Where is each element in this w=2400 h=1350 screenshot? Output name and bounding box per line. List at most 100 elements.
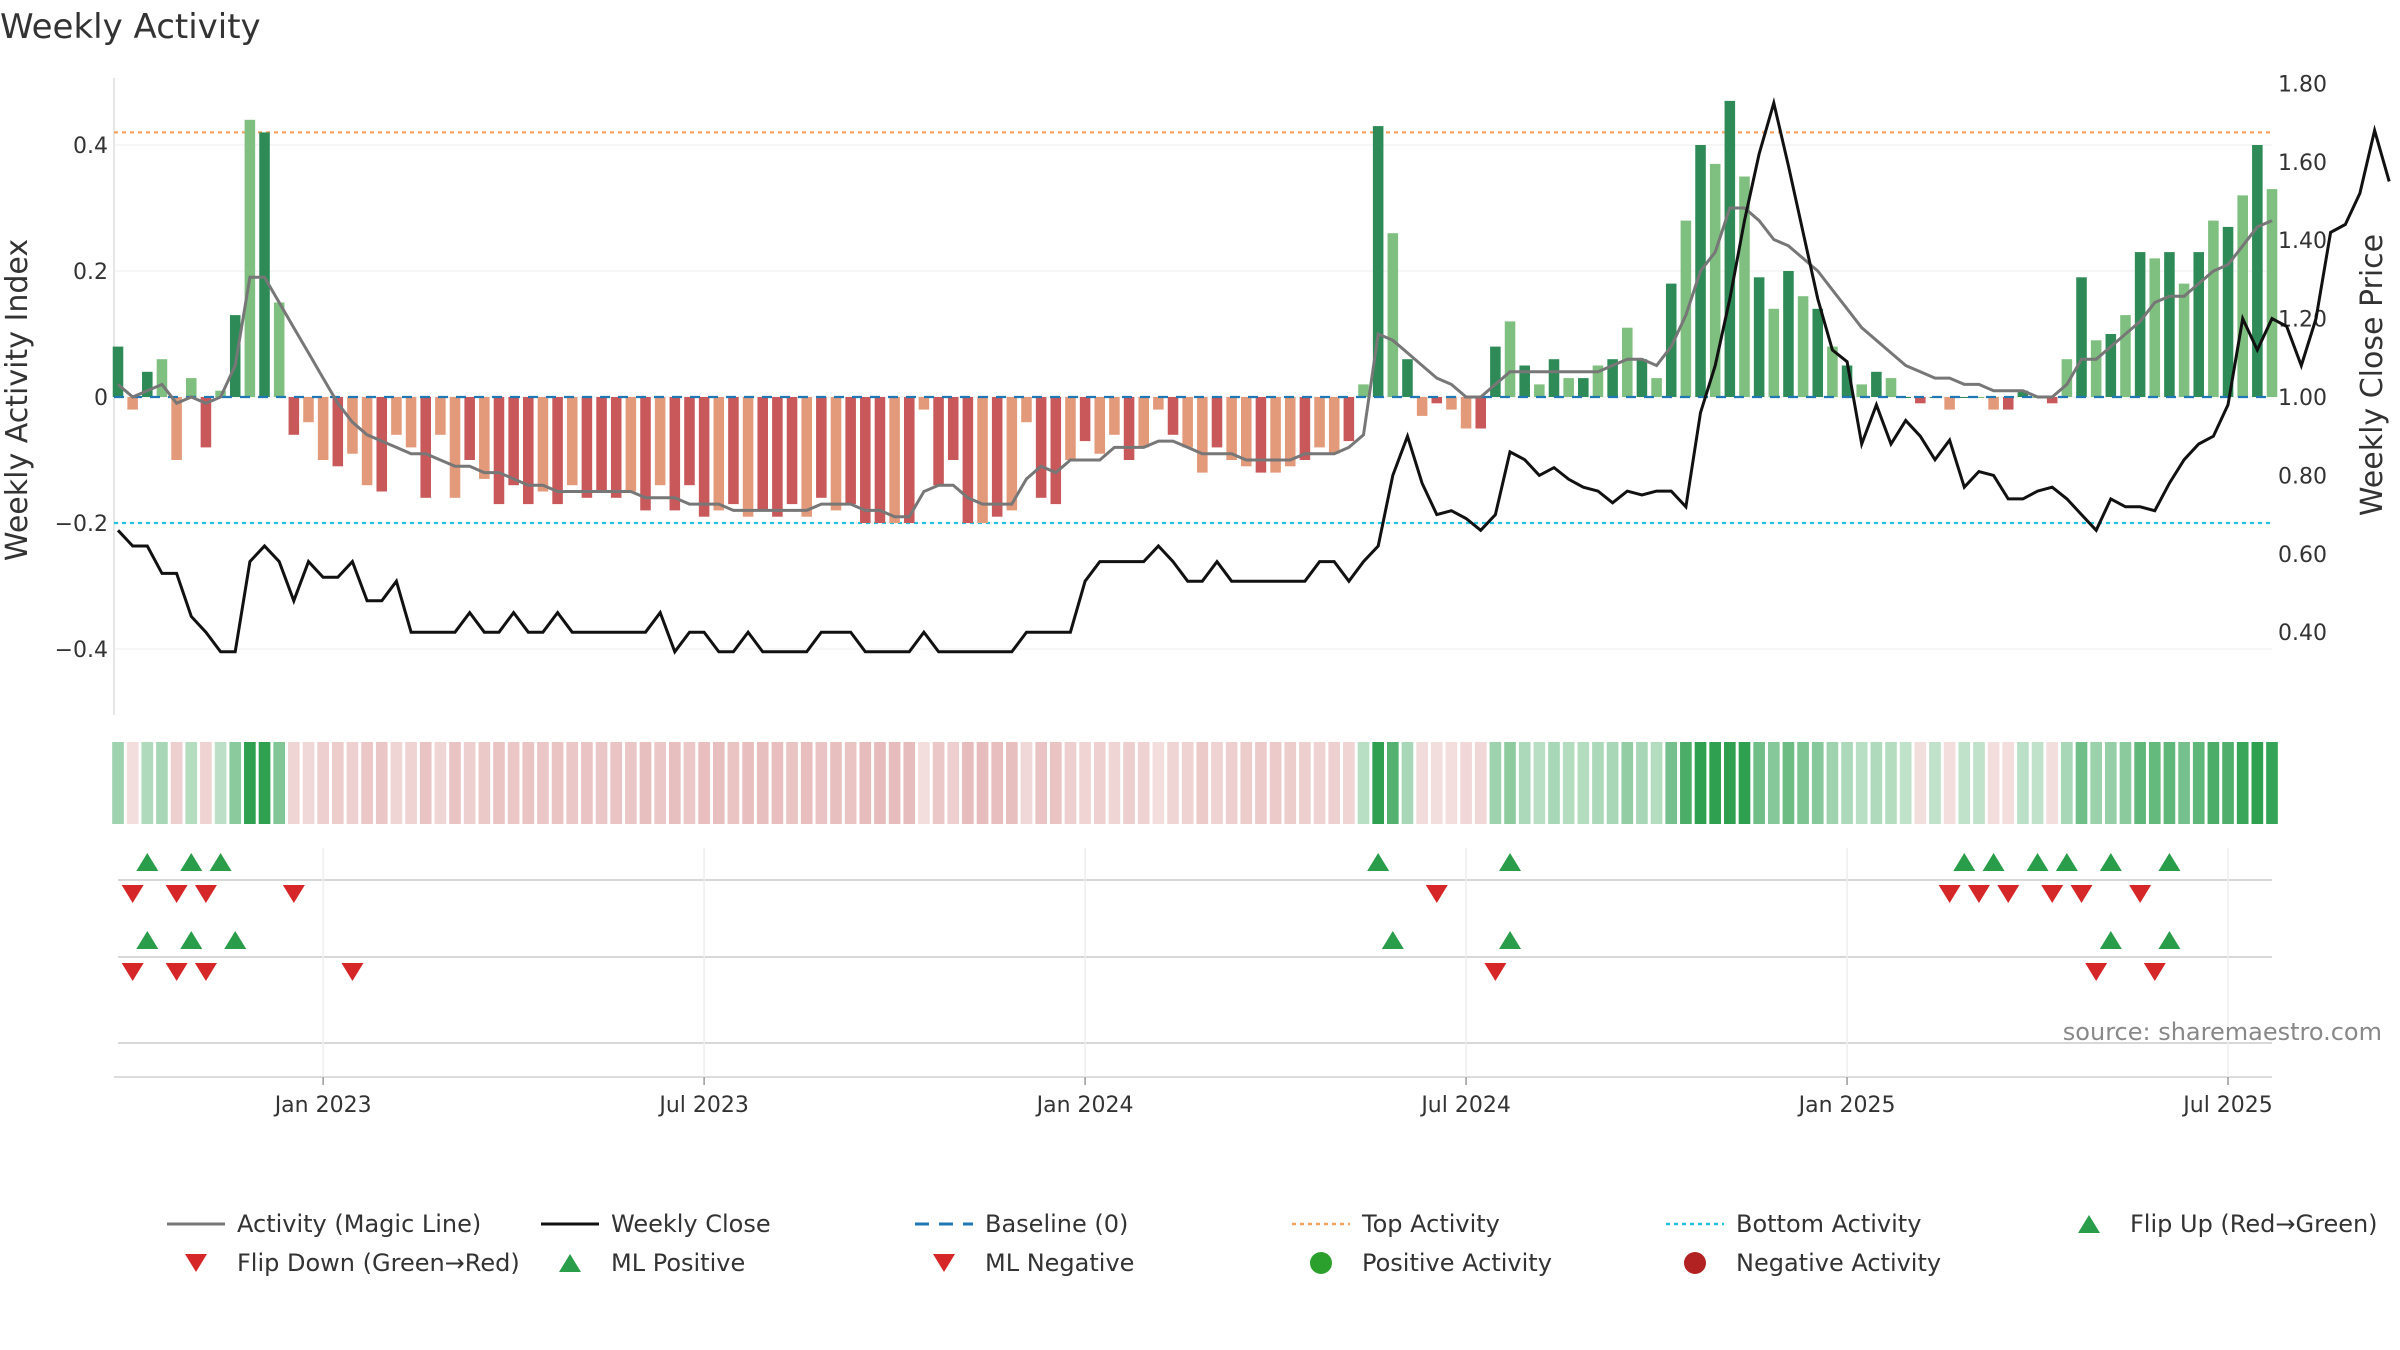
chart-title: Weekly Activity [0, 7, 261, 47]
activity-bar [1094, 397, 1106, 454]
activity-bar [1006, 397, 1018, 511]
right-tick-label: 1.00 [2278, 386, 2327, 411]
activity-bar [361, 397, 373, 486]
activity-bar [1739, 176, 1750, 397]
legend-triangle-down-icon [933, 1254, 955, 1272]
heat-cell [1562, 742, 1575, 824]
heat-cell [1943, 742, 1956, 824]
activity-bar [508, 397, 519, 486]
heat-cell [1987, 742, 2000, 824]
heat-cell [786, 742, 798, 824]
legend-item: Top Activity [1292, 1210, 1500, 1238]
heat-cell [522, 742, 535, 824]
heat-cell [141, 742, 154, 824]
flip-up-marker [1367, 853, 1390, 871]
ml-positive-marker [224, 931, 247, 949]
heat-cell [610, 742, 623, 824]
flip-down-marker [194, 885, 217, 903]
heat-cell [185, 742, 198, 824]
heat-cell [1753, 742, 1765, 824]
legend-item: Weekly Close [541, 1210, 771, 1238]
legend-item: Flip Up (Red→Green) [2078, 1210, 2378, 1238]
activity-bar [1607, 359, 1618, 397]
activity-bar [171, 397, 182, 460]
flip-down-marker [2041, 885, 2064, 903]
right-tick-label: 0.40 [2278, 621, 2327, 646]
activity-bar [1284, 397, 1296, 467]
activity-bar [2076, 277, 2087, 397]
heat-cell [1489, 742, 1502, 824]
heat-cell [244, 742, 256, 824]
activity-bar [1460, 397, 1472, 429]
heat-cell [1430, 742, 1443, 824]
activity-bar [1241, 397, 1252, 467]
activity-bar [1021, 397, 1032, 423]
right-tick-label: 0.60 [2278, 543, 2327, 568]
activity-bar [816, 397, 827, 498]
activity-bar [1973, 397, 1985, 398]
activity-bar [2266, 189, 2278, 397]
heat-cell [112, 742, 124, 824]
activity-bar [1709, 163, 1721, 397]
left-tick-label: 0.2 [73, 260, 108, 285]
signal-marker-panel: Jan 2023 Jul 2023 Jan 2024 Jul 2024 Jan 2025… [114, 848, 2382, 1118]
heat-cell [390, 742, 403, 824]
legend-circle-icon [1684, 1252, 1706, 1274]
activity-bar [2208, 220, 2219, 397]
heat-cell [2017, 742, 2029, 824]
activity-bar [801, 397, 812, 517]
flip-down-marker [2129, 885, 2152, 903]
heat-cell [566, 742, 579, 824]
heat-cell [625, 742, 637, 824]
left-y-axis: 0.4 0.2 0 −0.2 −0.4 [55, 134, 2272, 663]
activity-bar [684, 397, 695, 486]
heat-cell [1973, 742, 1985, 824]
x-tick-label: Jan 2023 [273, 1093, 372, 1118]
heat-cell [756, 742, 769, 824]
heat-cell [449, 742, 461, 824]
heat-cell [1855, 742, 1868, 824]
activity-bar [889, 397, 900, 523]
legend-item: Baseline (0) [915, 1210, 1128, 1238]
heat-cell [1137, 742, 1150, 824]
activity-bar [1065, 397, 1076, 460]
heat-cell [2163, 742, 2176, 824]
heat-cell [331, 742, 344, 824]
source-credit: source: sharemaestro.com [2063, 1018, 2382, 1046]
heat-cell [1123, 742, 1135, 824]
activity-bar [2134, 252, 2146, 397]
activity-bar [156, 359, 168, 397]
heat-cell [1445, 742, 1458, 824]
heat-cell [1694, 742, 1707, 824]
heat-cell [800, 742, 813, 824]
activity-bar [435, 397, 446, 435]
activity-bar [596, 397, 607, 492]
heat-cell [962, 742, 974, 824]
heat-cell [1181, 742, 1194, 824]
heat-cell [1093, 742, 1106, 824]
activity-bar [200, 397, 212, 448]
heat-cell [317, 742, 329, 824]
heat-cell [1255, 742, 1267, 824]
heat-cell [1313, 742, 1326, 824]
activity-bar [933, 397, 944, 486]
heat-cell [375, 742, 388, 824]
heat-cell [2090, 742, 2102, 824]
activity-bar [2090, 340, 2102, 397]
activity-bar [845, 397, 856, 505]
activity-bar [1123, 397, 1135, 460]
ml-negative-marker [2143, 963, 2166, 981]
activity-bar [1182, 397, 1193, 448]
activity-bar [142, 371, 153, 397]
activity-bar [1431, 397, 1443, 404]
activity-bar [2061, 359, 2073, 397]
activity-bar [1475, 397, 1487, 429]
activity-bar [479, 397, 490, 479]
left-tick-label: −0.2 [55, 512, 108, 537]
activity-bar [1680, 220, 1692, 397]
heat-cell [1592, 742, 1604, 824]
heat-cell [1225, 742, 1238, 824]
heat-cell [1035, 742, 1047, 824]
activity-bar [1988, 397, 1999, 410]
activity-bar [1636, 359, 1648, 397]
